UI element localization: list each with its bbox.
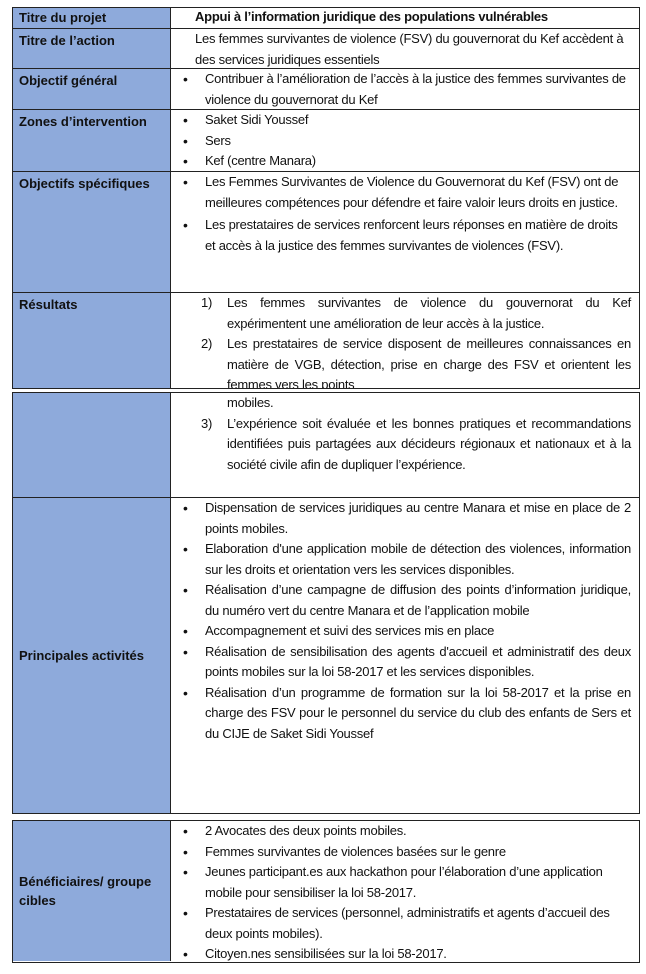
label-general-objective: Objectif général [13,69,171,109]
beneficiary-item: Prestataires de services (personnel, adm… [181,903,631,944]
label-activities: Principales activités [13,498,171,813]
label-specific-objectives: Objectifs spécifiques [13,172,171,292]
activity-item: Accompagnement et suivi des services mis… [181,621,631,642]
row-activities: Principales activités Dispensation de se… [13,497,639,813]
specific-objective-item: Les Femmes Survivantes de Violence du Go… [181,172,631,213]
result-item: 3) L’expérience soit évaluée et les bonne… [201,415,631,472]
beneficiary-item: 2 Avocates des deux points mobiles. [181,821,631,842]
row-zones: Zones d’intervention Saket Sidi Youssef … [13,109,639,171]
result-item: 2) Les prestataires de service disposent … [201,336,631,388]
general-objective-item: Contribuer à l’amélioration de l’accès à… [181,69,631,109]
activity-item: Dispensation de services juridiques au c… [181,498,631,539]
zone-item: Saket Sidi Youssef [181,110,631,131]
beneficiary-item: Femmes survivantes de violences basées s… [181,842,631,863]
activity-item: Réalisation d’une campagne de diffusion … [181,580,631,621]
label-beneficiaries: Bénéficiaires/ groupe cibles [13,821,171,961]
beneficiary-item: Citoyen.nes sensibilisées sur la loi 58-… [181,944,631,961]
row-general-objective: Objectif général Contribuer à l’améliora… [13,68,639,109]
row-results: Résultats 1) Les femmes survivantes de vi… [13,292,639,388]
value-action-title: Les femmes survivantes de violence (FSV)… [195,31,624,67]
row-specific-objectives: Objectifs spécifiques Les Femmes Surviva… [13,171,639,292]
activity-item: Réalisation d’un programme de formation … [181,683,631,745]
label-zones: Zones d’intervention [13,110,171,171]
activity-item: Réalisation de sensibilisation des agent… [181,642,631,683]
row-project-title: Titre du projet Appui à l’information ju… [13,8,639,28]
row-beneficiaries: Bénéficiaires/ groupe cibles 2 Avocates … [13,821,639,961]
row-results-continued: mobiles. 3) L’expérience soit évaluée et … [13,393,639,497]
result-continued: mobiles. [227,395,274,410]
label-project-title: Titre du projet [13,8,171,28]
project-table-part-1: Titre du projet Appui à l’information ju… [12,7,640,389]
zone-item: Sers [181,131,631,152]
row-action-title: Titre de l’action Les femmes survivantes… [13,28,639,68]
result-item: 1) Les femmes survivantes de violence du … [201,295,631,331]
activity-item: Elaboration d'une application mobile de … [181,539,631,580]
label-action-title: Titre de l’action [13,29,171,68]
specific-objective-item: Les prestataires de services renforcent … [181,215,631,256]
project-table-part-3: Bénéficiaires/ groupe cibles 2 Avocates … [12,820,640,963]
value-project-title: Appui à l’information juridique des popu… [195,9,548,24]
zone-item: Kef (centre Manara) [181,151,631,171]
project-table-part-2: mobiles. 3) L’expérience soit évaluée et … [12,392,640,814]
label-results: Résultats [13,293,171,388]
beneficiary-item: Jeunes participant.es aux hackathon pour… [181,862,631,903]
